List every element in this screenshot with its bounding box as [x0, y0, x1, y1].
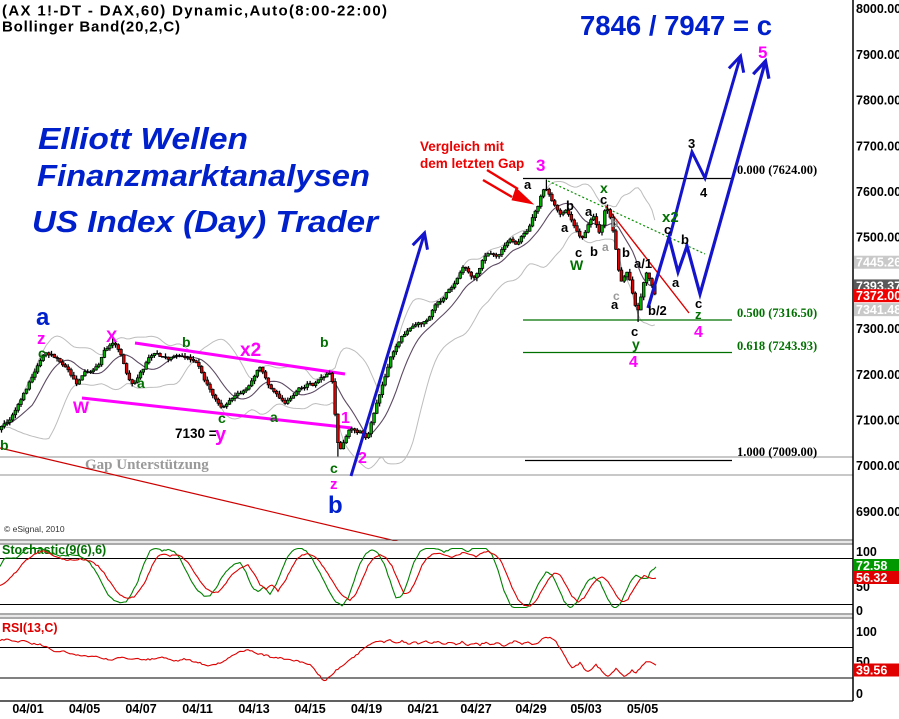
- svg-text:8000.00: 8000.00: [856, 2, 899, 16]
- svg-text:04/07: 04/07: [125, 702, 156, 716]
- svg-text:y: y: [632, 336, 640, 352]
- svg-text:04/15: 04/15: [294, 702, 325, 716]
- svg-text:7900.00: 7900.00: [856, 48, 899, 62]
- svg-text:7372.00: 7372.00: [856, 289, 899, 303]
- svg-text:y: y: [215, 424, 227, 446]
- svg-text:7700.00: 7700.00: [856, 139, 899, 153]
- svg-text:Vergleich mit: Vergleich mit: [420, 139, 505, 154]
- svg-text:a: a: [585, 204, 593, 219]
- svg-text:c: c: [664, 222, 671, 237]
- svg-text:b: b: [590, 244, 598, 259]
- svg-text:Bollinger Band(20,2,C): Bollinger Band(20,2,C): [2, 19, 180, 36]
- svg-text:7600.00: 7600.00: [856, 185, 899, 199]
- svg-text:39.56: 39.56: [856, 664, 887, 678]
- svg-text:X: X: [106, 327, 118, 346]
- svg-text:7000.00: 7000.00: [856, 459, 899, 473]
- svg-text:c: c: [600, 192, 607, 207]
- svg-text:0.618 (7243.93): 0.618 (7243.93): [737, 339, 817, 353]
- svg-text:z: z: [330, 476, 338, 493]
- svg-text:04/29: 04/29: [515, 702, 546, 716]
- svg-text:04/01: 04/01: [12, 702, 43, 716]
- svg-text:4: 4: [694, 324, 703, 341]
- svg-text:0.500 (7316.50): 0.500 (7316.50): [737, 306, 817, 320]
- svg-text:RSI(13,C): RSI(13,C): [2, 621, 58, 635]
- svg-text:0.000 (7624.00): 0.000 (7624.00): [737, 163, 817, 177]
- svg-text:04/11: 04/11: [182, 702, 213, 716]
- svg-text:b: b: [681, 232, 689, 247]
- svg-text:a: a: [524, 177, 532, 192]
- svg-text:z: z: [37, 329, 46, 348]
- svg-text:05/05: 05/05: [627, 702, 658, 716]
- svg-text:a: a: [561, 220, 569, 235]
- svg-text:1: 1: [341, 410, 350, 427]
- svg-text:72.58: 72.58: [856, 559, 887, 573]
- svg-text:5: 5: [758, 43, 767, 62]
- svg-text:c: c: [330, 460, 338, 476]
- svg-text:04/05: 04/05: [69, 702, 100, 716]
- svg-text:2: 2: [358, 450, 367, 467]
- svg-text:b: b: [328, 492, 343, 519]
- svg-text:3: 3: [536, 156, 545, 175]
- svg-text:b: b: [622, 245, 630, 260]
- svg-text:0: 0: [856, 604, 863, 618]
- svg-text:W: W: [570, 257, 584, 273]
- svg-text:b/2: b/2: [648, 303, 667, 318]
- svg-text:04/19: 04/19: [351, 702, 382, 716]
- svg-text:05/03: 05/03: [570, 702, 601, 716]
- svg-text:56.32: 56.32: [856, 571, 887, 585]
- svg-text:7846 / 7947 = c: 7846 / 7947 = c: [580, 10, 772, 41]
- svg-text:b: b: [320, 334, 329, 350]
- svg-text:z: z: [695, 307, 702, 322]
- svg-text:US Index (Day) Trader: US Index (Day) Trader: [32, 204, 380, 239]
- svg-text:c: c: [38, 345, 46, 361]
- svg-text:© eSignal, 2010: © eSignal, 2010: [4, 524, 65, 534]
- svg-text:b: b: [611, 216, 618, 230]
- svg-text:7445.26: 7445.26: [856, 256, 899, 270]
- svg-text:7200.00: 7200.00: [856, 368, 899, 382]
- svg-text:c: c: [631, 324, 638, 339]
- svg-text:a/1: a/1: [634, 256, 652, 271]
- svg-text:7130 =: 7130 =: [175, 426, 217, 441]
- svg-text:7800.00: 7800.00: [856, 94, 899, 108]
- svg-text:3: 3: [688, 136, 695, 151]
- svg-text:100: 100: [856, 625, 877, 639]
- svg-text:c: c: [218, 410, 226, 426]
- svg-text:a: a: [270, 409, 278, 425]
- svg-text:x2: x2: [240, 340, 261, 361]
- svg-text:a: a: [36, 304, 50, 331]
- svg-text:(AX 1!-DT - DAX,60) Dynamic,Au: (AX 1!-DT - DAX,60) Dynamic,Auto(8:00-22…: [2, 3, 387, 20]
- svg-text:dem letzten Gap: dem letzten Gap: [420, 156, 524, 171]
- svg-text:a: a: [672, 275, 680, 290]
- svg-text:Gap Unterstützung: Gap Unterstützung: [85, 457, 209, 473]
- svg-text:04/27: 04/27: [460, 702, 491, 716]
- svg-text:4: 4: [629, 354, 638, 371]
- svg-text:Stochastic(9(6),6): Stochastic(9(6),6): [2, 543, 106, 557]
- svg-text:Finanzmarktanalysen: Finanzmarktanalysen: [37, 158, 370, 193]
- svg-text:100: 100: [856, 545, 877, 559]
- svg-text:6900.00: 6900.00: [856, 505, 899, 519]
- svg-text:Elliott Wellen: Elliott Wellen: [38, 121, 248, 156]
- svg-text:b: b: [566, 198, 574, 213]
- svg-text:b: b: [0, 437, 9, 453]
- svg-text:1.000 (7009.00): 1.000 (7009.00): [737, 445, 817, 459]
- svg-text:a: a: [611, 297, 619, 312]
- svg-text:c: c: [613, 289, 620, 303]
- svg-text:7500.00: 7500.00: [856, 231, 899, 245]
- svg-text:04/13: 04/13: [238, 702, 269, 716]
- svg-text:x: x: [600, 180, 608, 196]
- svg-text:7100.00: 7100.00: [856, 414, 899, 428]
- svg-text:7300.00: 7300.00: [856, 322, 899, 336]
- svg-text:x2: x2: [662, 209, 679, 226]
- svg-text:c: c: [575, 245, 582, 260]
- svg-text:c: c: [695, 296, 702, 311]
- svg-text:7341.48: 7341.48: [856, 303, 899, 317]
- svg-text:a: a: [137, 375, 145, 391]
- svg-text:W: W: [73, 398, 90, 417]
- svg-text:0: 0: [856, 687, 863, 701]
- svg-text:b: b: [182, 334, 191, 350]
- svg-text:4: 4: [700, 185, 708, 200]
- svg-text:a: a: [602, 240, 609, 254]
- svg-text:04/21: 04/21: [407, 702, 438, 716]
